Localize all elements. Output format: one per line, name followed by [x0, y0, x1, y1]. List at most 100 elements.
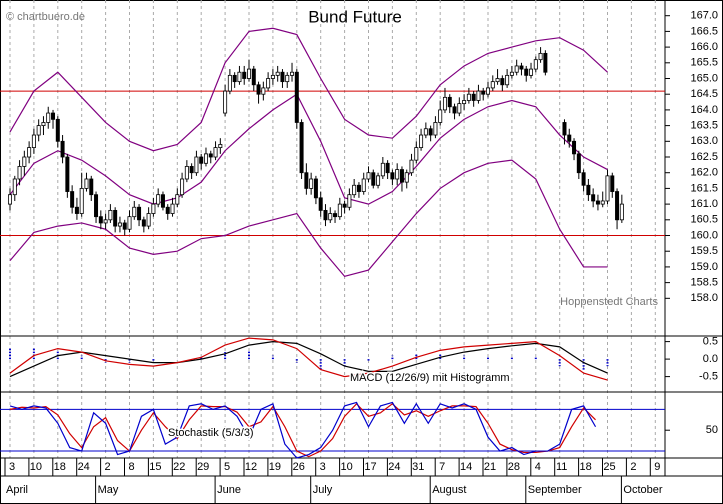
candle-body — [141, 219, 146, 227]
month-label: July — [313, 484, 333, 496]
candle-body — [160, 194, 165, 208]
candle-body — [17, 166, 22, 180]
candle-body — [485, 87, 490, 95]
y-tick-label: 158.5 — [690, 277, 718, 289]
x-tick-label: 7 — [439, 461, 445, 473]
y-tick-label: 164.5 — [690, 88, 718, 100]
candle-body — [457, 103, 462, 114]
candle-body — [242, 71, 247, 79]
month-label: October — [623, 484, 662, 496]
candle-body — [419, 134, 424, 148]
candle-body — [533, 59, 538, 70]
candle-body — [122, 222, 127, 230]
candle-body — [366, 172, 371, 180]
candle-body — [237, 71, 242, 83]
candle-body — [74, 206, 79, 214]
candle-body — [165, 206, 170, 214]
candle-body — [175, 194, 180, 205]
candle-body — [399, 169, 404, 183]
candle-body — [294, 71, 299, 123]
candle-body — [600, 200, 605, 205]
candle-body — [208, 153, 213, 158]
x-tick-label: 8 — [128, 461, 134, 473]
macd-line — [9, 337, 608, 381]
candle-body — [7, 194, 12, 205]
candle-body — [275, 71, 280, 76]
candle-body — [94, 194, 99, 218]
chart-title: Bund Future — [308, 7, 402, 26]
x-tick-label: 22 — [173, 461, 185, 473]
candle-body — [619, 203, 624, 221]
candle-body — [290, 71, 295, 76]
y-tick-label: 160.0 — [690, 229, 718, 241]
candle-body — [84, 178, 89, 189]
y-tick-label: 159.0 — [690, 261, 718, 273]
candle-body — [213, 147, 218, 158]
candle-body — [246, 68, 251, 79]
candle-body — [395, 169, 400, 180]
candle-body — [347, 194, 352, 208]
candle-body — [433, 122, 438, 136]
candle-body — [495, 78, 500, 83]
candle-body — [385, 162, 390, 174]
y-tick-label: 165.5 — [690, 57, 718, 69]
candle-body — [610, 175, 615, 192]
candle-body — [36, 125, 41, 136]
month-label: April — [6, 484, 28, 496]
band-upper — [9, 27, 608, 152]
month-label: May — [98, 484, 119, 496]
month-label: September — [528, 484, 582, 496]
y-tick-label: 158.0 — [690, 292, 718, 304]
candle-body — [323, 209, 328, 221]
candle-body — [519, 65, 524, 70]
y-tick-label: 167.0 — [690, 10, 718, 22]
month-label: June — [217, 484, 241, 496]
x-tick-label: 31 — [412, 461, 424, 473]
x-tick-label: 2 — [630, 461, 636, 473]
candle-body — [529, 68, 534, 76]
x-tick-label: 4 — [535, 461, 541, 473]
candle-body — [538, 52, 543, 61]
stoch-k — [9, 401, 597, 459]
x-tick-label: 3 — [320, 461, 326, 473]
candle-body — [581, 172, 586, 186]
y-tick-label: 162.0 — [690, 167, 718, 179]
candle-body — [442, 96, 447, 111]
candle-body — [70, 191, 75, 208]
candle-body — [471, 93, 476, 101]
x-tick-label: 26 — [293, 461, 305, 473]
candle-body — [266, 78, 271, 89]
candle-body — [333, 213, 338, 218]
candle-body — [605, 175, 610, 202]
x-tick-label: 17 — [364, 461, 376, 473]
candle-body — [184, 166, 189, 180]
candle-body — [505, 74, 510, 86]
candle-body — [108, 209, 113, 221]
candle-body — [476, 90, 481, 101]
candle-body — [41, 122, 46, 127]
candle-body — [500, 78, 505, 86]
candle-body — [151, 203, 156, 214]
candle-body — [270, 74, 275, 79]
x-tick-label: 28 — [508, 461, 520, 473]
y-tick-label: 163.0 — [690, 135, 718, 147]
candle-body — [218, 144, 223, 148]
candle-body — [79, 188, 84, 214]
candle-body — [285, 74, 290, 83]
y-tick-label: 162.5 — [690, 151, 718, 163]
candle-body — [318, 197, 323, 211]
candle-body — [27, 147, 32, 158]
candle-body — [390, 172, 395, 180]
y-tick-label: 161.0 — [690, 198, 718, 210]
y-tick-label: 166.5 — [690, 25, 718, 37]
candle-body — [127, 216, 132, 230]
y-tick-label: 166.0 — [690, 41, 718, 53]
candle-body — [466, 93, 471, 101]
candle-body — [256, 84, 261, 95]
y-tick-label: 161.5 — [690, 182, 718, 194]
candle-body — [156, 194, 161, 205]
x-tick-label: 3 — [9, 461, 15, 473]
y-tick-label: 0.0 — [703, 353, 718, 365]
candle-body — [509, 71, 514, 76]
